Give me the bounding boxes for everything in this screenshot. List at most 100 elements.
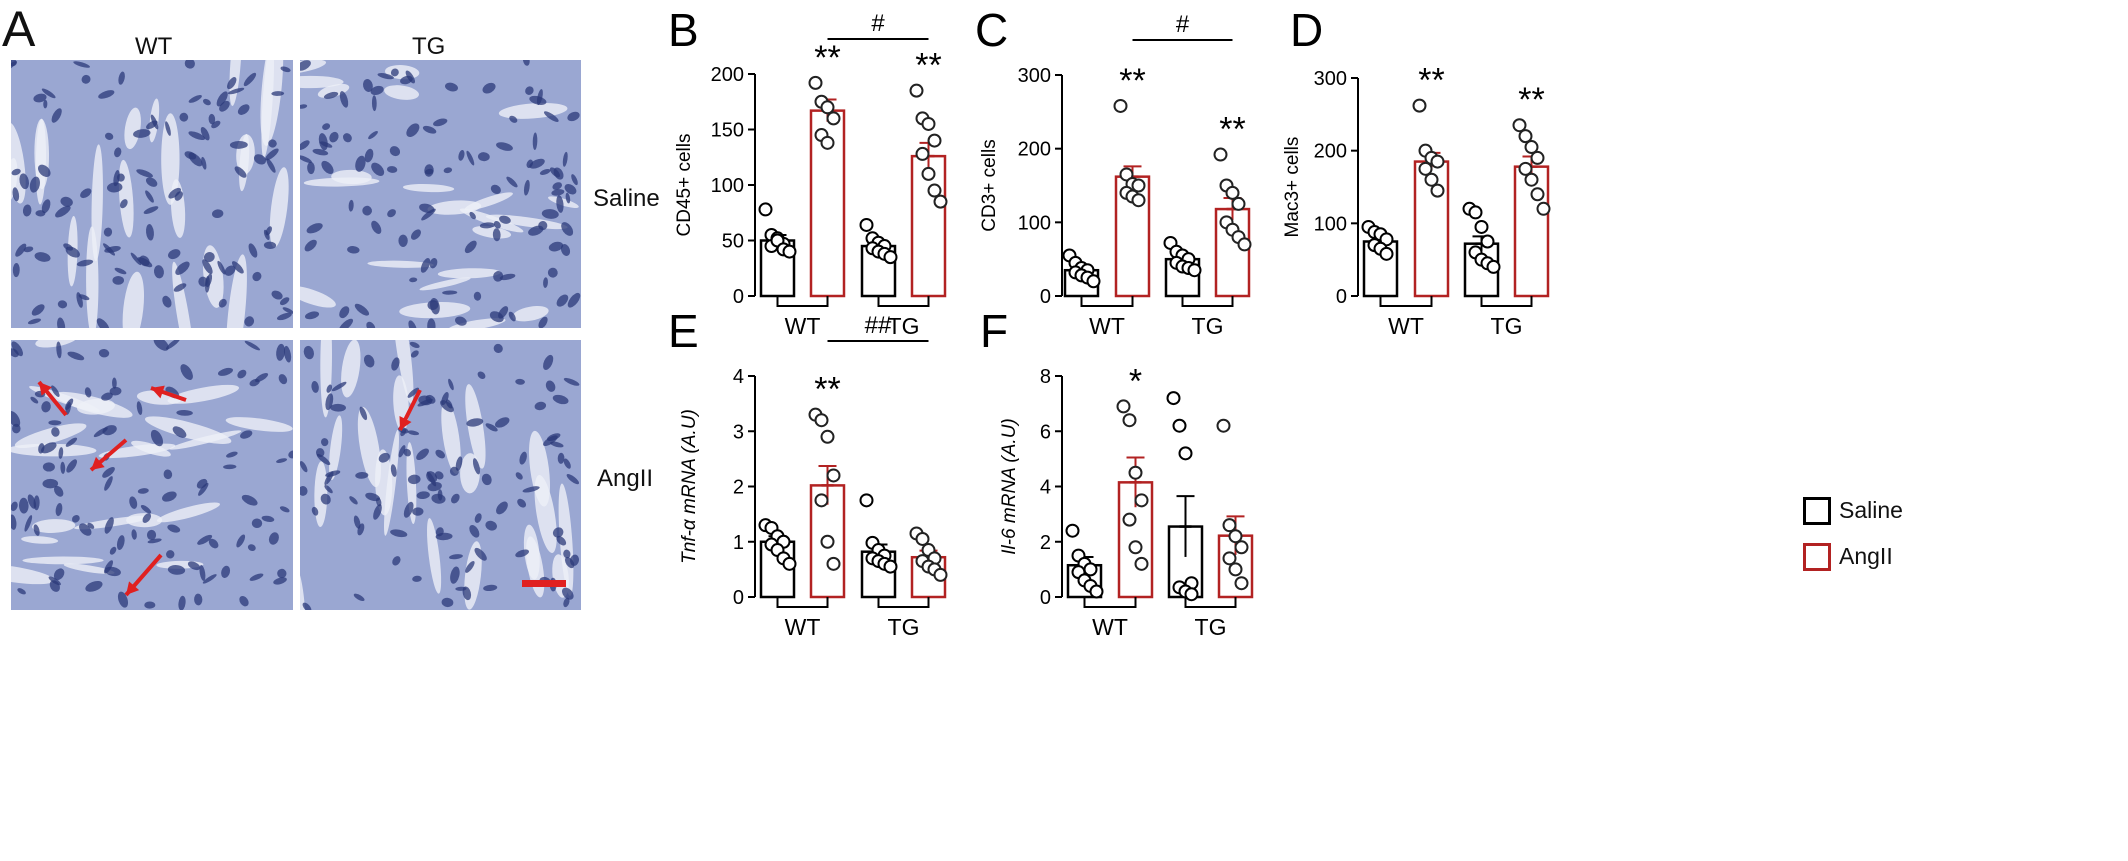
data-point	[826, 556, 841, 571]
data-point	[1412, 98, 1427, 113]
significance-stars: **	[1219, 111, 1245, 149]
data-point	[915, 111, 930, 126]
significance-stars: **	[1518, 81, 1544, 119]
data-point	[1480, 256, 1495, 271]
data-point	[1530, 150, 1545, 165]
data-point	[770, 233, 785, 248]
data-point	[1222, 551, 1237, 566]
data-point	[1181, 252, 1196, 267]
bar-angii-wt	[1413, 160, 1450, 298]
x-group-label-tg: TG	[888, 614, 920, 640]
data-point	[877, 246, 892, 261]
data-point	[871, 554, 886, 569]
data-point	[1125, 189, 1140, 204]
data-point	[1134, 493, 1149, 508]
x-group-label-tg: TG	[888, 313, 920, 339]
data-point	[1512, 118, 1527, 133]
data-point	[826, 468, 841, 483]
x-group-label-wt: WT	[785, 313, 821, 339]
data-point	[1178, 584, 1193, 599]
significance-stars: **	[814, 39, 840, 77]
data-point	[915, 146, 930, 161]
chart-panel-d: D 0 100 200 300 Mac3+ cells ** ** WT TG	[1282, 4, 1551, 339]
data-point	[933, 194, 948, 209]
data-point	[915, 554, 930, 569]
x-group-label-tg: TG	[1491, 313, 1523, 339]
legend-label-angii: AngII	[1839, 543, 1893, 569]
bar-angii-wt	[1114, 175, 1151, 298]
data-point	[1213, 147, 1228, 162]
data-point	[1530, 187, 1545, 202]
data-point	[1187, 263, 1202, 278]
data-point	[1518, 161, 1533, 176]
row-label-angii: AngII	[597, 465, 654, 492]
bar-saline-wt	[1066, 563, 1103, 599]
data-point	[1518, 129, 1533, 144]
y-tick-label: 2	[733, 477, 744, 499]
data-point	[1216, 418, 1231, 433]
data-point	[776, 242, 791, 257]
panel-letter-b: B	[668, 4, 699, 56]
data-point	[1480, 234, 1495, 249]
bar-saline-wt	[759, 239, 796, 298]
data-point	[1128, 540, 1143, 555]
legend-swatch-angii	[1803, 543, 1831, 571]
group-bracket	[776, 597, 829, 608]
data-point	[764, 239, 779, 254]
data-point	[883, 559, 898, 574]
legend: Saline AngII	[1803, 495, 1943, 595]
data-point	[1083, 578, 1098, 593]
data-point	[776, 551, 791, 566]
data-point	[1169, 255, 1184, 270]
data-point	[1080, 270, 1095, 285]
y-tick-label: 200	[711, 64, 744, 86]
data-point	[1068, 265, 1083, 280]
data-point	[1074, 268, 1089, 283]
data-point	[808, 75, 823, 90]
data-point	[871, 244, 886, 259]
data-point	[1122, 413, 1137, 428]
significance-stars: *	[1129, 362, 1142, 400]
y-axis-label: Il-6 mRNA (A.U)	[999, 418, 1020, 555]
legend-swatch-saline	[1803, 497, 1831, 525]
data-point	[814, 94, 829, 109]
data-point	[909, 83, 924, 98]
data-point	[1237, 237, 1252, 252]
data-point	[1077, 556, 1092, 571]
data-point	[859, 493, 874, 508]
y-tick-label: 100	[711, 175, 744, 197]
data-point	[1068, 255, 1083, 270]
panel-letter-c: C	[975, 4, 1008, 56]
data-point	[921, 166, 936, 181]
bar-angii-tg	[1513, 165, 1550, 298]
data-point	[1424, 150, 1439, 165]
x-group-label-wt: WT	[785, 614, 821, 640]
data-point	[1131, 193, 1146, 208]
data-point	[1418, 143, 1433, 158]
data-point	[927, 133, 942, 148]
data-point	[933, 567, 948, 582]
bar-angii-wt	[1117, 481, 1154, 599]
data-point	[927, 551, 942, 566]
significance-stars: **	[1418, 62, 1444, 100]
data-point	[1119, 185, 1134, 200]
significance-stars: **	[915, 47, 941, 85]
y-tick-label: 0	[1040, 587, 1051, 609]
data-point	[877, 556, 892, 571]
data-point	[1367, 225, 1382, 240]
data-point	[1462, 201, 1477, 216]
data-point	[1222, 518, 1237, 533]
data-point	[921, 559, 936, 574]
chart-panel-c: C 0 100 200 300 CD3+ cells ** ** WT TG #	[975, 4, 1252, 339]
comparison-label: #	[871, 10, 885, 37]
y-tick-label: 2	[1040, 532, 1051, 554]
data-point	[758, 202, 773, 217]
data-point	[814, 128, 829, 143]
bar-saline-wt	[1063, 268, 1100, 298]
data-point	[1163, 235, 1178, 250]
bar-angii-tg	[910, 154, 947, 298]
data-point	[1181, 261, 1196, 276]
data-point	[770, 543, 785, 558]
legend-label-saline: Saline	[1839, 497, 1903, 523]
data-point	[1474, 219, 1489, 234]
